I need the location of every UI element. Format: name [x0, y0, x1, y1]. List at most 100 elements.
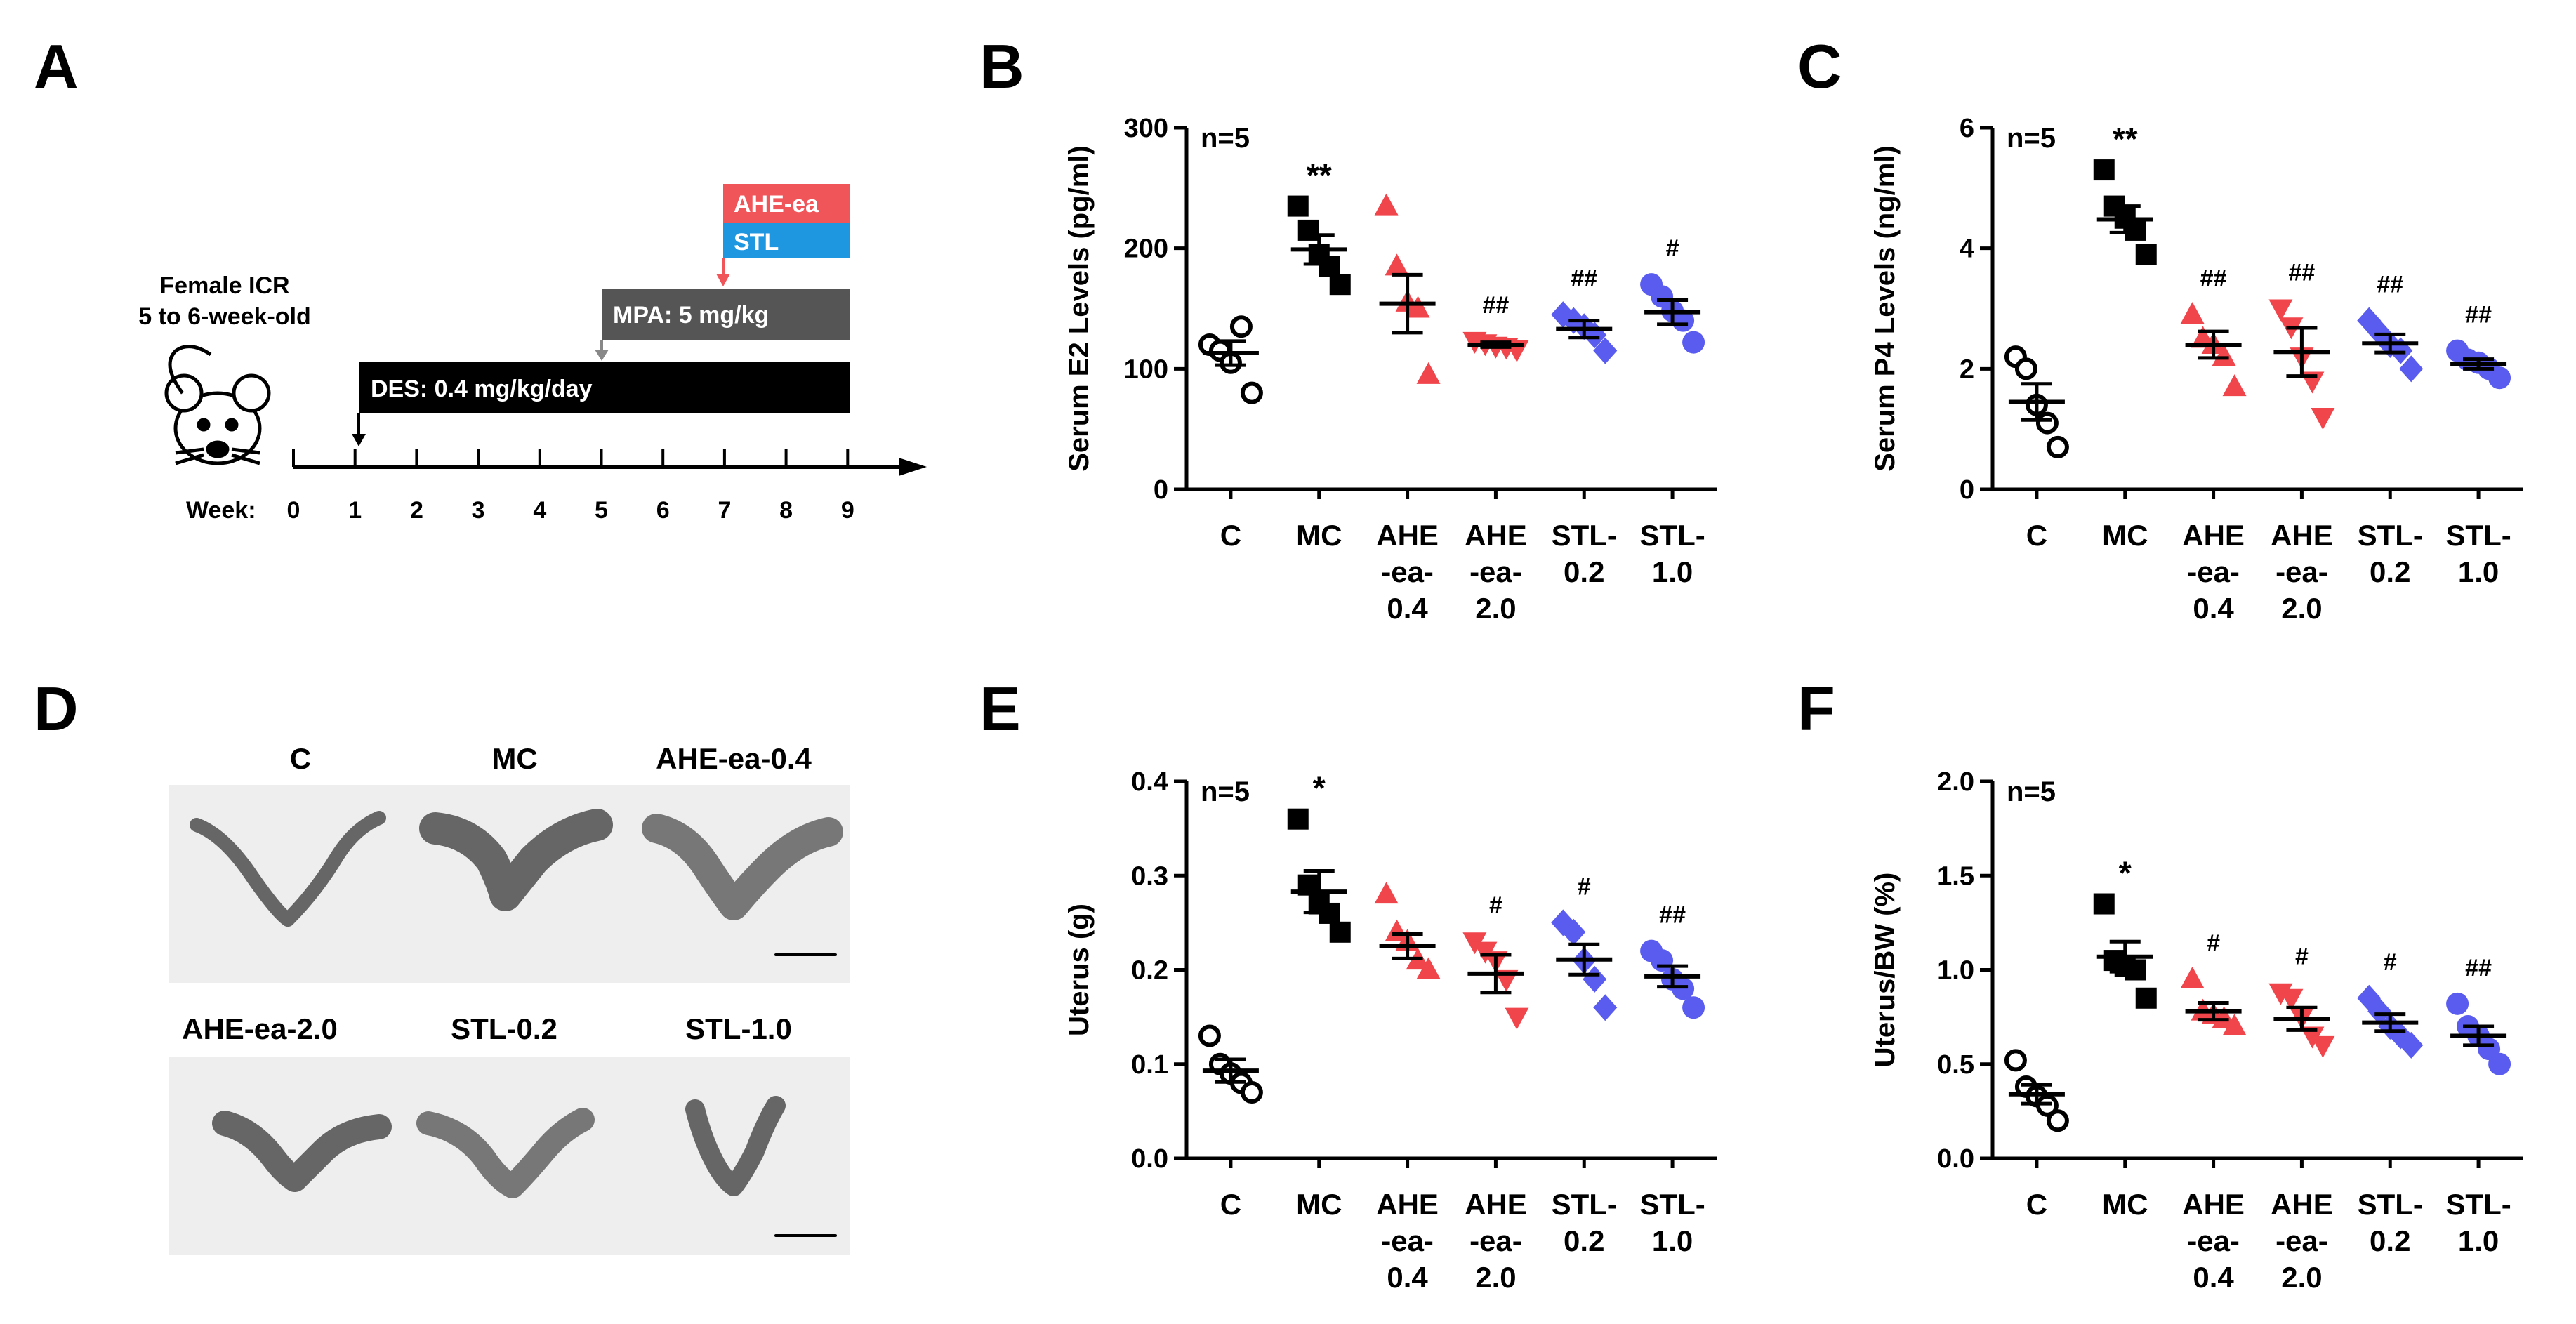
x-tick-label: STL-	[2445, 519, 2511, 552]
data-point	[1651, 949, 1674, 972]
x-tick-label: 0.2	[2370, 1224, 2410, 1257]
significance-marker: #	[2384, 949, 2397, 976]
data-point	[1287, 195, 1309, 217]
data-point	[2135, 987, 2157, 1009]
significance-marker: *	[2119, 855, 2132, 892]
ahe-ea-label: AHE-ea	[734, 191, 819, 218]
n-label: n=5	[1201, 123, 1250, 154]
y-tick-label: 1.5	[1937, 861, 1974, 891]
panel-letter-e: E	[979, 674, 1021, 743]
x-tick-label: 2.0	[1475, 592, 1516, 625]
data-point	[1406, 296, 1430, 318]
x-tick-label: 0.4	[1387, 592, 1428, 625]
data-point	[2268, 983, 2293, 1005]
x-tick-label: STL-	[2358, 1188, 2423, 1221]
photo-label-mc: MC	[491, 742, 537, 775]
data-point	[1374, 882, 1399, 904]
panel-letter-a: A	[34, 32, 79, 101]
data-point	[1287, 808, 1309, 830]
data-point	[2093, 159, 2115, 181]
data-point	[2180, 966, 2205, 988]
treatment-start-arrow	[716, 274, 730, 286]
ahe-ea-bar	[723, 184, 850, 223]
data-point	[2279, 988, 2304, 1011]
data-point	[2399, 355, 2424, 383]
data-point	[1416, 957, 1441, 979]
week-tick-label: 9	[841, 497, 854, 524]
significance-marker: #	[2207, 930, 2220, 957]
x-tick-label: AHE	[2182, 519, 2245, 552]
data-point	[1682, 331, 1705, 354]
y-tick-label: 0.5	[1937, 1050, 1974, 1080]
animal-label-line1: Female ICR	[159, 272, 289, 299]
x-tick-label: -ea-	[2187, 1224, 2240, 1257]
data-point	[2212, 344, 2236, 366]
significance-marker: **	[1307, 157, 1332, 194]
week-tick-label: 3	[472, 497, 485, 524]
significance-marker: ##	[2465, 955, 2492, 981]
x-tick-label: STL-	[2358, 519, 2423, 552]
data-point	[2004, 1049, 2027, 1072]
week-tick-label: 0	[287, 497, 300, 524]
x-tick-label: -ea-	[1381, 1224, 1434, 1257]
timeline-arrow-head	[899, 458, 927, 476]
photo-label-stl-1-0: STL-1.0	[685, 1012, 792, 1045]
x-tick-label: 0.4	[2193, 1261, 2234, 1294]
data-point	[1329, 274, 1351, 296]
x-tick-label: MC	[2102, 1188, 2148, 1221]
data-point	[1319, 256, 1340, 277]
x-tick-label: -ea-	[1469, 555, 1522, 588]
data-point	[2046, 435, 2069, 458]
significance-marker: ##	[1571, 265, 1597, 292]
x-tick-label: AHE	[2271, 519, 2333, 552]
y-tick-label: 2	[1960, 355, 1974, 384]
data-point	[1198, 1024, 1221, 1047]
photo-label-c: C	[290, 742, 311, 775]
x-tick-label: AHE	[1376, 519, 1439, 552]
x-tick-label: STL-	[2445, 1188, 2511, 1221]
data-point	[2399, 1031, 2424, 1059]
week-label: Week:	[186, 497, 256, 524]
week-tick-label: 1	[348, 497, 362, 524]
week-tick-label: 8	[779, 497, 793, 524]
data-point	[1240, 381, 1263, 404]
y-tick-label: 0.1	[1131, 1050, 1168, 1080]
data-point	[2125, 219, 2146, 241]
n-label: n=5	[1201, 776, 1250, 807]
data-point	[2268, 299, 2293, 322]
panel-letter-d: D	[34, 674, 79, 743]
significance-marker: #	[2295, 944, 2309, 970]
significance-marker: ##	[1659, 902, 1686, 929]
x-tick-label: 1.0	[2458, 1224, 2499, 1257]
stl-label: STL	[734, 229, 779, 256]
significance-marker: ##	[2377, 272, 2403, 298]
n-label: n=5	[2007, 776, 2056, 807]
x-tick-label: STL-	[1552, 1188, 1617, 1221]
data-point	[1385, 919, 1409, 941]
x-tick-label: 2.0	[2281, 1261, 2322, 1294]
data-point	[1297, 219, 1319, 241]
mpa-label: MPA: 5 mg/kg	[613, 302, 769, 329]
significance-marker: ##	[2465, 302, 2492, 329]
week-tick-label: 6	[656, 497, 670, 524]
panel-a-timeline: Female ICR 5 to 6-week-old DES: 0.4 mg/k…	[138, 184, 927, 524]
data-point	[1505, 1007, 1529, 1030]
x-tick-label: 0.2	[1564, 555, 1604, 588]
x-tick-label: -ea-	[2276, 1224, 2328, 1257]
des-label: DES: 0.4 mg/kg/day	[371, 376, 593, 402]
photo-label-ahe-ea-2-0: AHE-ea-2.0	[182, 1012, 338, 1045]
y-tick-label: 4	[1960, 234, 1974, 264]
week-tick-label: 5	[595, 497, 608, 524]
data-point	[2014, 357, 2037, 380]
data-point	[2222, 374, 2247, 397]
data-point	[2446, 992, 2469, 1015]
x-tick-label: -ea-	[1381, 555, 1434, 588]
significance-marker: ##	[1483, 292, 1510, 319]
data-point	[2125, 959, 2146, 981]
x-tick-label: 0.4	[1387, 1261, 1428, 1294]
uterus-image-ahe-ea-0-4	[642, 814, 843, 920]
x-tick-label: MC	[1296, 519, 1342, 552]
